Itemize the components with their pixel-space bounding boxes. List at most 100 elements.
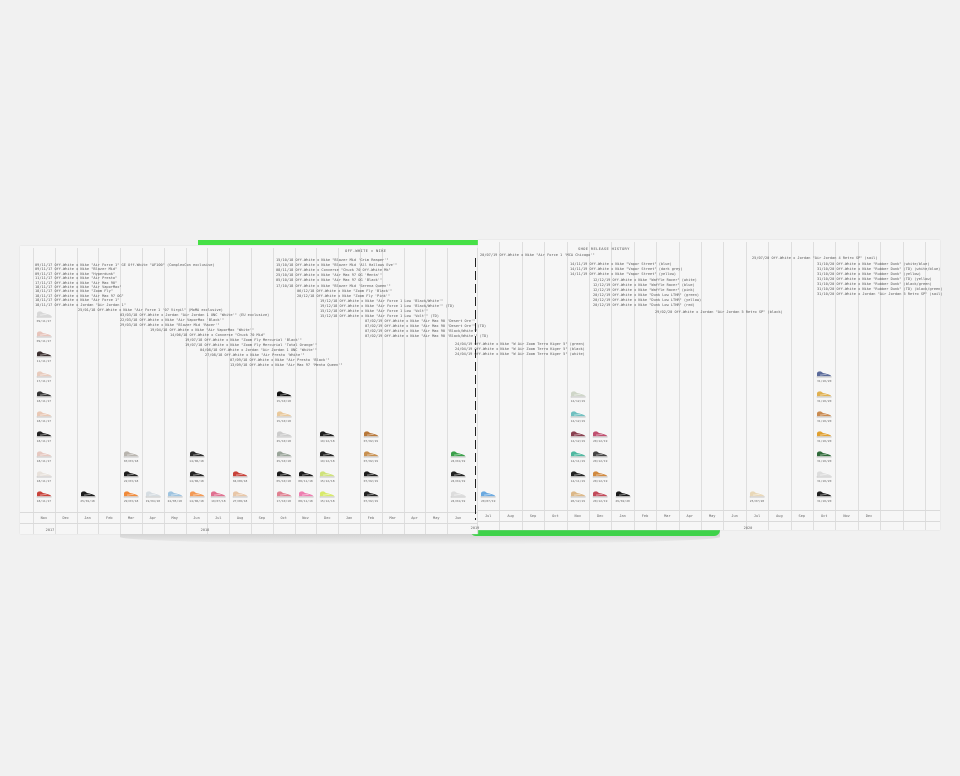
column-divider xyxy=(521,242,523,530)
sneaker-sole xyxy=(36,456,52,458)
sneaker-upper xyxy=(451,451,466,457)
sneaker-image xyxy=(817,451,832,458)
sneaker-upper xyxy=(363,491,379,497)
sneaker-image xyxy=(189,491,204,498)
shoe-release-date: 15/12/18 xyxy=(320,479,335,483)
swoosh-mark xyxy=(279,473,288,476)
month-label: Feb xyxy=(106,516,113,520)
green-cover-edge-bottom xyxy=(470,526,720,536)
shoe-release-date: 18/11/17 xyxy=(36,419,52,423)
right-page xyxy=(478,240,940,530)
sneaker-sole xyxy=(817,436,832,438)
sneaker-sole xyxy=(276,396,292,398)
month-label: Apr xyxy=(149,516,157,520)
sneaker-upper xyxy=(124,471,139,477)
month-label: Dec xyxy=(865,514,873,518)
release-entry: 14/11/19 Off-White x Nike "Vapor Street"… xyxy=(570,267,683,271)
sneaker-sole xyxy=(189,496,204,498)
shoe-release-date: 24/05/18 xyxy=(167,499,182,503)
swoosh-mark xyxy=(39,313,49,316)
sneaker-image xyxy=(276,431,292,438)
swoosh-mark xyxy=(192,453,201,456)
month-label: Jan xyxy=(619,514,626,518)
sneaker-image xyxy=(570,431,586,438)
sneaker-sole xyxy=(363,496,379,498)
sneaker-image xyxy=(276,391,292,398)
swoosh-mark xyxy=(39,433,49,436)
month-label: Jul xyxy=(484,514,492,518)
sneaker-upper xyxy=(363,431,379,437)
sneaker-sole xyxy=(189,476,204,478)
sneaker-upper xyxy=(36,431,52,437)
shoe-release-date: 31/10/20 xyxy=(816,399,832,403)
column-divider xyxy=(678,242,680,530)
month-label: Jan xyxy=(345,516,353,520)
sneaker-sole xyxy=(817,456,832,458)
shoe-release-date: 12/12/19 xyxy=(570,419,586,423)
column-divider xyxy=(251,248,252,534)
shoe-release-date: 17/10/18 xyxy=(276,499,291,503)
release-entry: 15/10/18 Off-White x Nike "Blazer Mid 'A… xyxy=(276,263,398,268)
swoosh-mark xyxy=(618,493,627,496)
sneaker-upper xyxy=(320,471,335,477)
shoe-release-date: 09/11/17 xyxy=(36,319,52,323)
swoosh-mark xyxy=(39,333,49,336)
sneaker-sole xyxy=(276,496,292,498)
release-entry: 25/10/18 Off-White x Nike "Air Max 97 OG… xyxy=(276,273,383,278)
sneaker-sole xyxy=(298,496,313,498)
sneaker-sole xyxy=(817,476,832,478)
swoosh-mark xyxy=(323,473,332,476)
sneaker-upper xyxy=(276,431,291,437)
column-divider xyxy=(857,242,859,530)
sneaker-upper xyxy=(817,411,832,417)
sneaker-image xyxy=(36,311,52,318)
release-entry: 31/10/20 Off-White x Nike "Rubber Dunk" … xyxy=(817,277,932,281)
month-label: Jun xyxy=(454,516,462,520)
sneaker-image xyxy=(123,471,139,478)
sneaker-image xyxy=(570,471,586,478)
sneaker-sole xyxy=(749,496,765,498)
sneaker-image xyxy=(450,471,466,478)
column-divider xyxy=(835,242,837,530)
sneaker-image xyxy=(615,491,630,498)
sneaker-upper xyxy=(593,491,608,497)
sneaker-image xyxy=(189,451,204,458)
swoosh-mark xyxy=(573,493,582,496)
release-entry: 19/07/18 Off-White x Nike "Zoom Fly Merc… xyxy=(185,343,317,347)
sneaker-upper xyxy=(80,491,95,497)
swoosh-mark xyxy=(573,393,582,396)
column-divider xyxy=(54,248,56,534)
swoosh-mark xyxy=(279,433,288,436)
sneaker-upper xyxy=(298,471,313,477)
sneaker-sole xyxy=(123,496,139,498)
shoe-release-date: 24/04/19 xyxy=(450,459,466,463)
release-entry: 31/10/20 Off-White x Jordan "Air Jordan … xyxy=(817,292,943,296)
month-label: Dec xyxy=(324,516,331,520)
sneaker-upper xyxy=(36,311,52,317)
sneaker-image xyxy=(276,471,292,478)
shoe-release-date: 19/12/18 xyxy=(320,439,335,443)
release-entry: 12/12/19 Off-White x Nike "Waffle Racer"… xyxy=(593,288,695,292)
sneaker-sole xyxy=(123,476,139,478)
sneaker-sole xyxy=(36,376,52,378)
sneaker-sole xyxy=(570,476,586,478)
swoosh-mark xyxy=(573,453,582,456)
year-rule xyxy=(478,521,940,522)
sneaker-upper xyxy=(189,451,204,457)
sneaker-upper xyxy=(233,491,248,497)
sneaker-sole xyxy=(276,476,292,478)
release-entry: 15/12/18 Off-White x Nike "Air Force 1 L… xyxy=(320,314,439,318)
release-entry: 31/10/20 Off-White x Nike "Rubber Dunk" … xyxy=(817,287,943,291)
month-label: Jan xyxy=(84,516,91,520)
sneaker-upper xyxy=(36,411,52,417)
sneaker-upper xyxy=(36,331,52,337)
column-divider xyxy=(544,242,546,530)
sneaker-upper xyxy=(276,391,291,397)
sneaker-upper xyxy=(451,471,466,477)
swoosh-mark xyxy=(323,433,332,436)
release-entry: 20/12/19 Off-White x Nike "Dunk Low LTHR… xyxy=(593,293,700,297)
shoe-release-date: 12/12/19 xyxy=(570,399,586,403)
month-label: Feb xyxy=(367,516,375,520)
sneaker-image xyxy=(570,451,586,458)
